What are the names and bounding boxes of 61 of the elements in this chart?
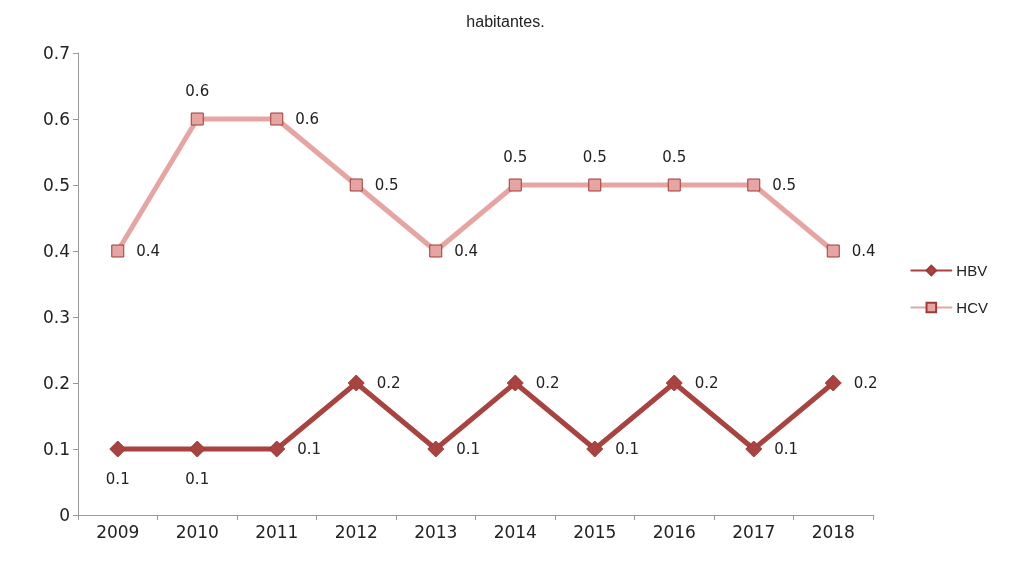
data-label: 0.6 [185, 82, 210, 100]
point [824, 374, 842, 392]
data-label: 0.1 [185, 470, 210, 488]
point [268, 440, 286, 458]
data-label: 0.1 [774, 440, 799, 458]
point [427, 440, 445, 458]
y-tick-label: 0.2 [42, 373, 70, 393]
point [506, 374, 524, 392]
data-label: 0.5 [582, 148, 607, 166]
data-label: 0.2 [853, 374, 878, 392]
y-tick-label: 0.7 [42, 43, 70, 63]
data-label: 0.5 [503, 148, 528, 166]
y-tick-label: 0.4 [42, 241, 70, 261]
y-tick-label: 0.6 [42, 109, 70, 129]
data-label: 0.6 [295, 110, 320, 128]
y-tick-label: 0.5 [42, 175, 70, 195]
data-label: 0.4 [454, 242, 479, 260]
legend-label: HBV [956, 262, 988, 279]
x-tick-label: 2017 [732, 521, 776, 542]
point [349, 178, 363, 192]
data-label: 0.4 [851, 242, 876, 260]
point [508, 178, 522, 192]
y-tick-label: 0 [59, 505, 70, 525]
data-label: 0.5 [374, 176, 399, 194]
data-label: 0.4 [136, 242, 161, 260]
x-tick-label: 2016 [652, 521, 696, 542]
y-tick-label: 0.1 [42, 439, 70, 459]
x-tick-label: 2010 [175, 521, 219, 542]
data-label: 0.2 [694, 374, 719, 392]
data-label: 0.5 [772, 176, 797, 194]
legend-label: HCV [956, 299, 988, 316]
point [188, 440, 206, 458]
point [347, 374, 365, 392]
data-label: 0.2 [376, 374, 401, 392]
x-tick-label: 2018 [811, 521, 855, 542]
point [588, 178, 602, 192]
data-label: 0.5 [662, 148, 687, 166]
point [190, 112, 204, 126]
x-tick-label: 2012 [334, 521, 378, 542]
x-tick-label: 2015 [573, 521, 617, 542]
point [826, 244, 840, 258]
point [745, 440, 763, 458]
data-label: 0.1 [456, 440, 481, 458]
x-tick-label: 2011 [255, 521, 299, 542]
chart-title: habitantes. [466, 12, 545, 30]
point [111, 244, 125, 258]
point [270, 112, 284, 126]
point [109, 440, 127, 458]
point [747, 178, 761, 192]
x-tick-label: 2009 [96, 521, 140, 542]
data-label: 0.1 [105, 470, 130, 488]
point [586, 440, 604, 458]
point [429, 244, 443, 258]
point [665, 374, 683, 392]
data-label: 0.1 [615, 440, 640, 458]
x-tick-label: 2014 [493, 521, 537, 542]
data-label: 0.2 [535, 374, 560, 392]
y-tick-label: 0.3 [42, 307, 70, 327]
point [667, 178, 681, 192]
x-tick-label: 2013 [414, 521, 458, 542]
data-label: 0.1 [297, 440, 322, 458]
